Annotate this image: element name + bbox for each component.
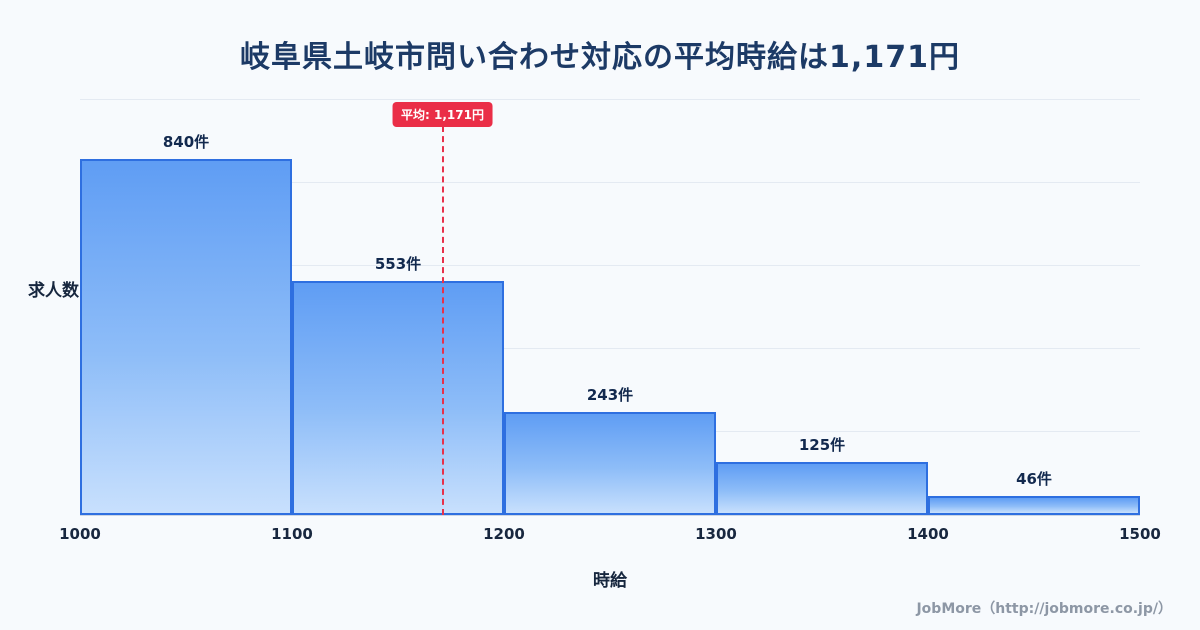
average-badge: 平均: 1,171円	[392, 102, 493, 127]
source-credit: JobMore（http://jobmore.co.jp/）	[916, 601, 1172, 617]
x-tick-label: 1400	[907, 525, 949, 543]
bar-value-label: 553件	[374, 254, 422, 273]
chart-title: 岐阜県土岐市問い合わせ対応の平均時給は1,171円	[240, 40, 960, 75]
gridline	[80, 99, 1140, 100]
histogram-bar	[292, 280, 504, 515]
gridline	[80, 182, 1140, 183]
histogram-bar	[504, 412, 716, 515]
gridline	[80, 348, 1140, 349]
x-axis-label: 時給	[593, 571, 627, 591]
gridline	[80, 265, 1140, 266]
y-axis-label: 求人数	[28, 281, 79, 301]
bar-value-label: 125件	[798, 436, 846, 455]
bar-value-label: 46件	[1016, 469, 1052, 488]
x-tick-label: 1200	[483, 525, 525, 543]
histogram-bar	[716, 462, 928, 515]
histogram-bar	[80, 159, 292, 515]
average-line	[441, 126, 444, 515]
x-tick-label: 1300	[695, 525, 737, 543]
x-tick-label: 1000	[59, 525, 101, 543]
bar-value-label: 840件	[162, 133, 210, 152]
plot-area: 平均: 1,171円 840件 553件 243件 125件 46件 1000 1100 12…	[59, 99, 1161, 543]
x-tick-label: 1100	[271, 525, 313, 543]
x-axis-line	[80, 515, 1140, 516]
x-tick-label: 1500	[1119, 525, 1161, 543]
histogram-bar	[928, 495, 1140, 515]
bar-value-label: 243件	[586, 386, 634, 405]
